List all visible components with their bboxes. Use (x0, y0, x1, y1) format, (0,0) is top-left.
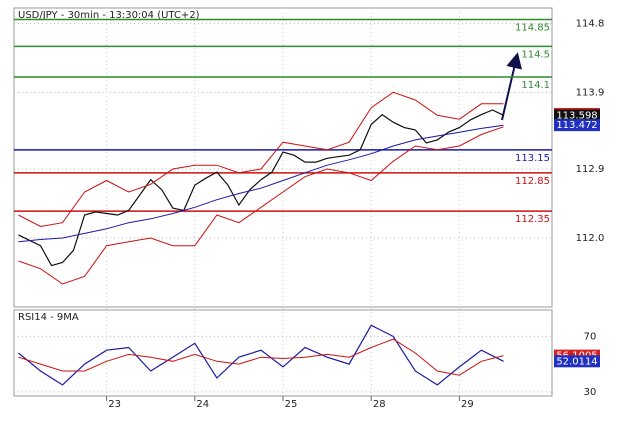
price-tag (554, 109, 600, 122)
y-tick-label: 114.8 (576, 18, 605, 29)
x-tick-label: 29 (461, 399, 474, 410)
series-line (18, 338, 504, 376)
chart-title: USD/JPY - 30min - 13:30:04 (UTC+2) (18, 10, 200, 21)
x-tick-label: 28 (373, 399, 386, 410)
price-tag (554, 119, 600, 132)
series-line (18, 126, 504, 285)
level-label: 114.1 (521, 80, 550, 91)
level-label: 112.35 (515, 214, 550, 225)
y-tick-label: 112.9 (576, 164, 605, 175)
series-line (18, 124, 504, 243)
series-line (18, 324, 504, 386)
x-tick-label: 24 (196, 399, 209, 410)
arrow (501, 52, 522, 121)
price-tag-label: 113.472 (556, 120, 597, 131)
price-tag (554, 355, 600, 368)
price-tag-label: 52.0114 (556, 356, 597, 367)
rsi-title: RSI14 - 9MA (18, 312, 79, 323)
level-label: 113.15 (515, 153, 550, 164)
level-label: 114.85 (515, 23, 550, 34)
x-tick-label: 23 (108, 399, 121, 410)
y-tick-label: 70 (584, 331, 597, 342)
rsi-panel (13, 309, 553, 397)
y-tick-label: 113.9 (576, 87, 605, 98)
y-tick-label: 112.0 (576, 233, 605, 244)
x-tick-label: 25 (285, 399, 298, 410)
level-label: 112.85 (515, 176, 550, 187)
price-panel (13, 7, 553, 308)
level-label: 114.5 (521, 49, 550, 60)
price-tag-label: 113.598 (556, 110, 597, 121)
series-line (18, 91, 504, 228)
y-tick-label: 30 (584, 387, 597, 398)
